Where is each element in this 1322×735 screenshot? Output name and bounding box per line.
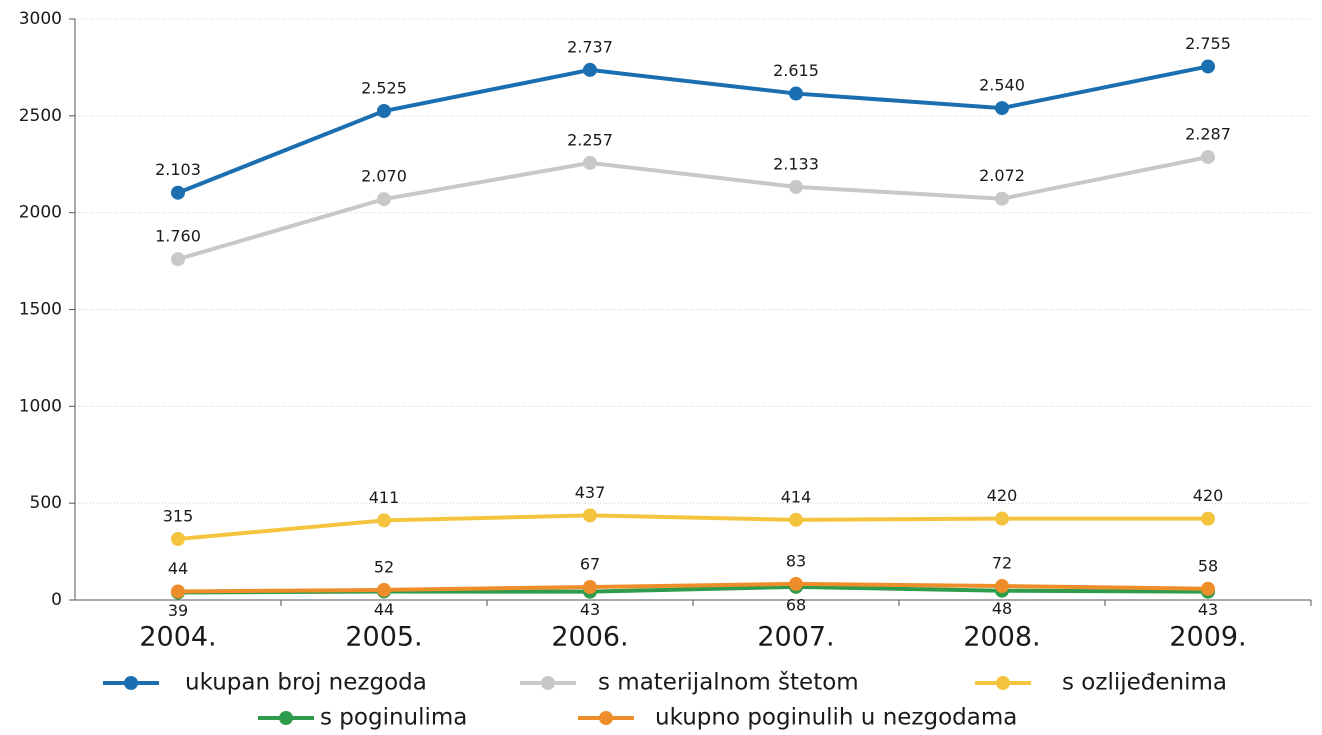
- y-tick-label: 3000: [19, 9, 62, 29]
- data-label: 2.072: [979, 166, 1025, 185]
- data-label: 67: [580, 555, 600, 574]
- x-tick-label: 2005.: [345, 622, 422, 653]
- data-label: 2.540: [979, 76, 1025, 95]
- y-tick-label: 500: [30, 493, 62, 513]
- data-label: 437: [575, 483, 606, 502]
- data-point: [583, 508, 597, 523]
- data-point: [377, 192, 391, 207]
- data-label: 420: [987, 486, 1018, 505]
- data-label: 420: [1193, 486, 1224, 505]
- data-label: 315: [163, 506, 194, 525]
- legend-marker: [541, 676, 555, 690]
- data-point: [377, 513, 391, 528]
- x-tick-label: 2009.: [1169, 622, 1246, 653]
- series-line: [177, 64, 1209, 195]
- series-line: [177, 581, 1209, 594]
- legend-label: ukupno poginulih u nezgodama: [655, 705, 1017, 731]
- data-point: [171, 185, 185, 200]
- data-label: 2.287: [1185, 125, 1231, 144]
- legend-marker: [996, 676, 1010, 690]
- legend-marker: [599, 711, 613, 725]
- data-point: [171, 531, 185, 546]
- series-line: [177, 155, 1209, 262]
- data-point: [583, 155, 597, 170]
- data-label: 68: [786, 595, 806, 614]
- y-tick-label: 1500: [19, 300, 62, 320]
- y-tick-label: 0: [51, 590, 62, 610]
- data-point: [583, 62, 597, 77]
- data-label: 39: [168, 601, 188, 620]
- legend-marker: [124, 676, 138, 690]
- data-point: [1201, 150, 1215, 165]
- y-tick-label: 2500: [19, 106, 62, 126]
- data-point: [789, 576, 803, 591]
- data-point: [789, 179, 803, 194]
- data-label: 52: [374, 557, 394, 576]
- data-point: [995, 101, 1009, 116]
- data-label: 2.615: [773, 61, 819, 80]
- x-tick-label: 2008.: [963, 622, 1040, 653]
- data-point: [995, 579, 1009, 594]
- data-label: 43: [580, 600, 600, 619]
- x-tick-label: 2006.: [551, 622, 628, 653]
- data-point: [1201, 581, 1215, 596]
- x-tick-label: 2007.: [757, 622, 834, 653]
- data-point: [171, 584, 185, 599]
- data-label: 414: [781, 487, 812, 506]
- data-label: 2.070: [361, 167, 407, 186]
- data-point: [377, 103, 391, 118]
- data-label: 83: [786, 551, 806, 570]
- data-label: 2.133: [773, 154, 819, 173]
- data-label: 44: [374, 600, 394, 619]
- data-point: [583, 580, 597, 595]
- data-label: 2.103: [155, 160, 201, 179]
- data-label: 2.257: [567, 130, 613, 149]
- data-label: 48: [992, 599, 1012, 618]
- data-label: 43: [1198, 600, 1218, 619]
- data-label: 2.525: [361, 78, 407, 97]
- data-label: 411: [369, 488, 400, 507]
- data-point: [171, 252, 185, 267]
- data-point: [995, 191, 1009, 206]
- data-label: 2.755: [1185, 34, 1231, 53]
- legend-label: s poginulima: [320, 705, 467, 731]
- legend-label: ukupan broj nezgoda: [185, 670, 427, 696]
- data-label: 58: [1198, 556, 1218, 575]
- legend-label: s materijalnom štetom: [598, 670, 859, 696]
- y-tick-label: 1000: [19, 396, 62, 416]
- data-point: [377, 582, 391, 597]
- data-point: [789, 512, 803, 527]
- x-tick-label: 2004.: [139, 622, 216, 653]
- legend-label: s ozlijeđenima: [1062, 670, 1227, 696]
- data-point: [995, 511, 1009, 526]
- data-label: 2.737: [567, 37, 613, 56]
- data-point: [1201, 511, 1215, 526]
- data-label: 44: [168, 559, 188, 578]
- series-line: [177, 513, 1208, 541]
- y-tick-label: 2000: [19, 203, 62, 223]
- data-label: 72: [992, 554, 1012, 573]
- data-point: [789, 86, 803, 101]
- legend-marker: [279, 711, 293, 725]
- data-label: 1.760: [155, 227, 201, 246]
- data-point: [1201, 59, 1215, 74]
